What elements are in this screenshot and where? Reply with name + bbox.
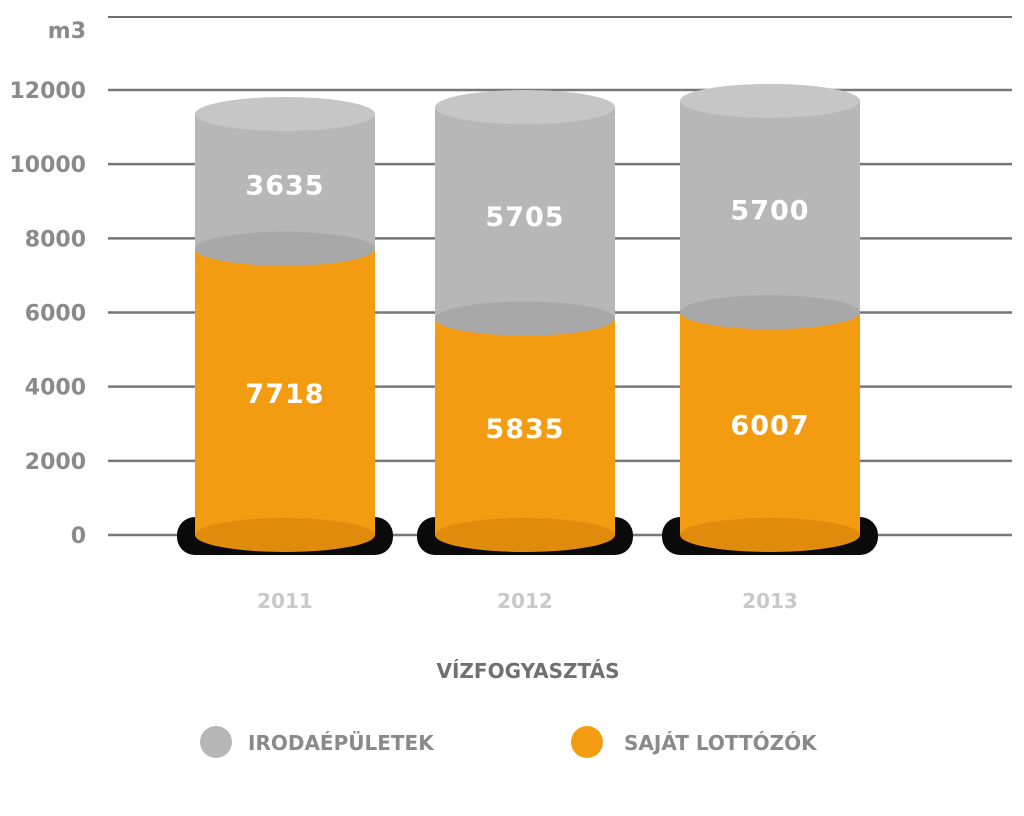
y-tick-label: 12000 xyxy=(9,79,86,104)
y-tick-label: 0 xyxy=(71,524,86,549)
bar-segment-irodaepuletek xyxy=(435,107,615,319)
data-label: 3635 xyxy=(245,170,324,201)
y-tick-label: 10000 xyxy=(9,153,86,178)
data-label: 7718 xyxy=(245,379,324,410)
legend-label: SAJÁT LOTTÓZÓK xyxy=(624,731,818,755)
y-tick-label: 8000 xyxy=(25,227,86,252)
bar-top-ellipse xyxy=(435,90,615,125)
bar-bottom-ellipse xyxy=(195,518,375,552)
bar-join-ellipse xyxy=(195,231,375,266)
data-label: 5700 xyxy=(730,196,809,227)
chart-title: VÍZFOGYASZTÁS xyxy=(437,659,620,683)
bar-segment-irodaepuletek xyxy=(680,100,860,313)
data-label: 5705 xyxy=(485,202,564,233)
y-tick-label: 4000 xyxy=(25,376,86,401)
legend: IRODAÉPÜLETEK SAJÁT LOTTÓZÓK xyxy=(200,726,818,758)
bar-segment-sajat-lottozok xyxy=(680,312,860,535)
bar-bottom-ellipse xyxy=(435,518,615,552)
y-axis-unit: m3 xyxy=(48,19,86,44)
cylinder-2013: 6007 5700 xyxy=(662,83,878,555)
x-tick-label: 2011 xyxy=(257,589,313,613)
bar-join-ellipse xyxy=(435,301,615,336)
x-axis-ticks: 2011 2012 2013 xyxy=(257,589,798,613)
legend-swatch xyxy=(571,726,603,758)
bar-join-ellipse xyxy=(680,295,860,330)
bar-segment-sajat-lottozok xyxy=(435,318,615,535)
cylinder-2012: 5835 5705 xyxy=(417,90,633,555)
cylinder-2011: 7718 3635 xyxy=(177,96,393,555)
bar-segment-irodaepuletek xyxy=(195,113,375,249)
x-tick-label: 2013 xyxy=(742,589,798,613)
x-tick-label: 2012 xyxy=(497,589,553,613)
bar-top-ellipse xyxy=(680,83,860,118)
bar-top-ellipse xyxy=(195,96,375,131)
cylinder-bars: 7718 3635 5835 5705 6007 5700 xyxy=(177,83,878,555)
y-tick-label: 2000 xyxy=(25,450,86,475)
y-tick-label: 6000 xyxy=(25,302,86,327)
data-label: 5835 xyxy=(485,414,564,445)
y-axis-ticks: 12000 10000 8000 6000 4000 2000 0 xyxy=(9,79,86,549)
bar-segment-sajat-lottozok xyxy=(195,248,375,535)
legend-label: IRODAÉPÜLETEK xyxy=(248,731,435,755)
data-label: 6007 xyxy=(730,411,809,442)
bar-bottom-ellipse xyxy=(680,518,860,552)
legend-swatch xyxy=(200,726,232,758)
